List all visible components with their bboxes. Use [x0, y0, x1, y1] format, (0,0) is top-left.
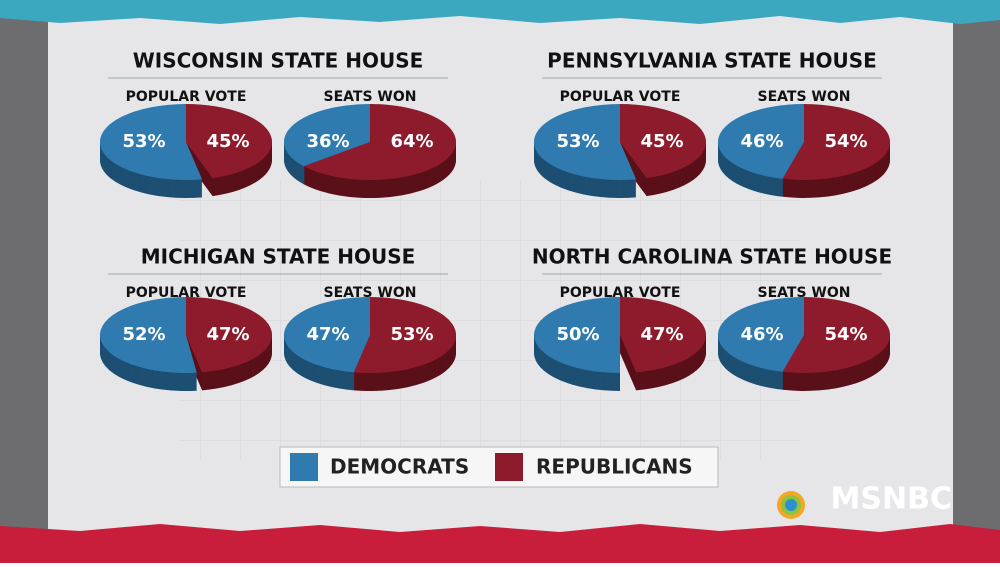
pie-slice — [186, 297, 272, 373]
pie-slice — [99, 297, 197, 373]
pie-value-label: 45% — [640, 131, 683, 152]
pie-value-label: 52% — [122, 324, 165, 345]
pie-value-label: 53% — [390, 324, 433, 345]
pie-slice — [284, 297, 370, 373]
pie-title: POPULAR VOTE — [560, 89, 681, 105]
pie-slice — [782, 104, 890, 180]
pie-title: SEATS WON — [324, 89, 417, 105]
pie-slice — [620, 104, 706, 179]
section-title: WISCONSIN STATE HOUSE — [133, 49, 424, 73]
pie-title: POPULAR VOTE — [126, 89, 247, 105]
pie-value-label: 53% — [556, 131, 599, 152]
pie-value-label: 47% — [306, 324, 349, 345]
pie-value-label: 36% — [306, 131, 349, 152]
pie-slice — [284, 104, 370, 167]
pie-slice — [782, 297, 891, 374]
pie-slice — [534, 104, 637, 181]
section-title: NORTH CAROLINA STATE HOUSE — [532, 245, 892, 269]
pie-value-label: 46% — [740, 324, 783, 345]
pie-slice — [718, 104, 804, 179]
pie-value-label: 54% — [824, 324, 867, 345]
pie-title: SEATS WON — [758, 285, 851, 301]
section-title: PENNSYLVANIA STATE HOUSE — [547, 49, 877, 73]
pie-value-label: 45% — [206, 131, 249, 152]
pie-title: POPULAR VOTE — [560, 285, 681, 301]
legend-swatch — [495, 453, 523, 481]
pie-value-label: 53% — [122, 131, 165, 152]
pie-slice — [186, 104, 272, 179]
pie-slice — [534, 297, 620, 373]
top-strip — [0, 0, 1000, 24]
pie-value-label: 64% — [390, 131, 433, 152]
pie-title: SEATS WON — [324, 285, 417, 301]
section-title: MICHIGAN STATE HOUSE — [141, 245, 416, 269]
pie-slice — [100, 104, 203, 180]
legend-label: REPUBLICANS — [536, 455, 693, 479]
pie-slice — [718, 297, 804, 372]
pie-value-label: 50% — [556, 324, 599, 345]
legend-label: DEMOCRATS — [330, 455, 469, 479]
pie-value-label: 54% — [824, 131, 867, 152]
pie-slice — [303, 104, 457, 180]
pie-value-label: 47% — [206, 324, 249, 345]
pie-title: SEATS WON — [758, 89, 851, 105]
pie-title: POPULAR VOTE — [126, 285, 247, 301]
pie-slice — [353, 297, 457, 373]
logo-icon — [777, 491, 805, 519]
legend-swatch — [290, 453, 318, 481]
pie-value-label: 47% — [640, 324, 683, 345]
grid-texture — [180, 180, 800, 460]
logo: MSNBC — [831, 482, 952, 517]
pie-value-label: 46% — [740, 131, 783, 152]
pie-slice — [620, 297, 706, 373]
bottom-strip — [0, 524, 1000, 563]
